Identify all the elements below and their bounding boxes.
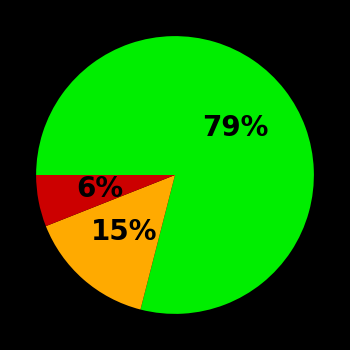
Text: 6%: 6%: [76, 175, 124, 203]
Text: 79%: 79%: [202, 114, 268, 142]
Wedge shape: [36, 175, 175, 226]
Wedge shape: [46, 175, 175, 309]
Text: 15%: 15%: [91, 218, 158, 246]
Wedge shape: [36, 36, 314, 314]
